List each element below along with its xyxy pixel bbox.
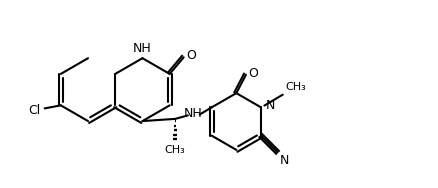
Text: O: O xyxy=(187,49,197,62)
Text: N: N xyxy=(265,99,275,112)
Text: NH: NH xyxy=(133,42,152,55)
Text: N: N xyxy=(280,155,289,168)
Text: Cl: Cl xyxy=(28,104,41,117)
Text: CH₃: CH₃ xyxy=(165,145,186,155)
Text: NH: NH xyxy=(184,107,203,120)
Text: CH₃: CH₃ xyxy=(285,82,306,92)
Text: O: O xyxy=(248,67,258,80)
